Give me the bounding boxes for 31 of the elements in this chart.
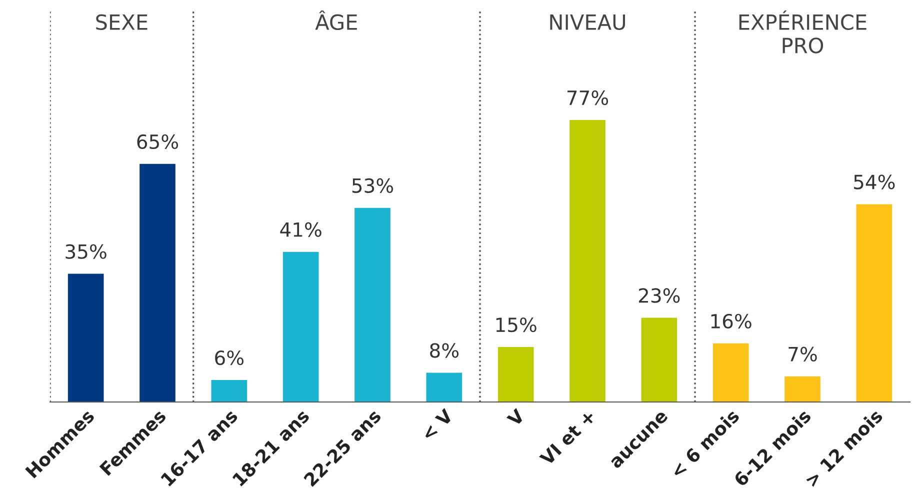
data-label: 8% (430, 343, 459, 358)
data-label: 53% (352, 178, 394, 194)
data-label: 23% (638, 288, 680, 303)
data-label: 7% (788, 346, 817, 362)
data-label: 54% (854, 174, 895, 190)
bar (140, 164, 176, 402)
bar (68, 274, 104, 402)
x-tick-label: < V (420, 408, 454, 441)
text: EXPÉRIENCE PRO (739, 10, 866, 54)
bar (570, 120, 606, 402)
data-label: 65% (137, 134, 178, 150)
data-label: 41% (280, 222, 322, 237)
data-label: 16% (711, 314, 752, 329)
bar (712, 343, 749, 402)
data-label: 77% (567, 90, 608, 106)
bar (856, 204, 892, 402)
bar (426, 372, 462, 402)
data-label: 35% (66, 244, 106, 259)
bar (498, 347, 534, 402)
data-label: 6% (215, 350, 244, 366)
text: NIVEAU (550, 14, 626, 30)
bar (211, 380, 248, 402)
bar (354, 208, 390, 402)
bar (784, 376, 820, 402)
text: ÂGE (315, 10, 357, 30)
bar (282, 252, 319, 402)
bar (641, 318, 678, 402)
data-label: 15% (496, 317, 536, 332)
text: SEXE (96, 14, 148, 30)
x-tick-label: VI et + (538, 409, 596, 466)
x-tick-label: V (506, 408, 526, 428)
